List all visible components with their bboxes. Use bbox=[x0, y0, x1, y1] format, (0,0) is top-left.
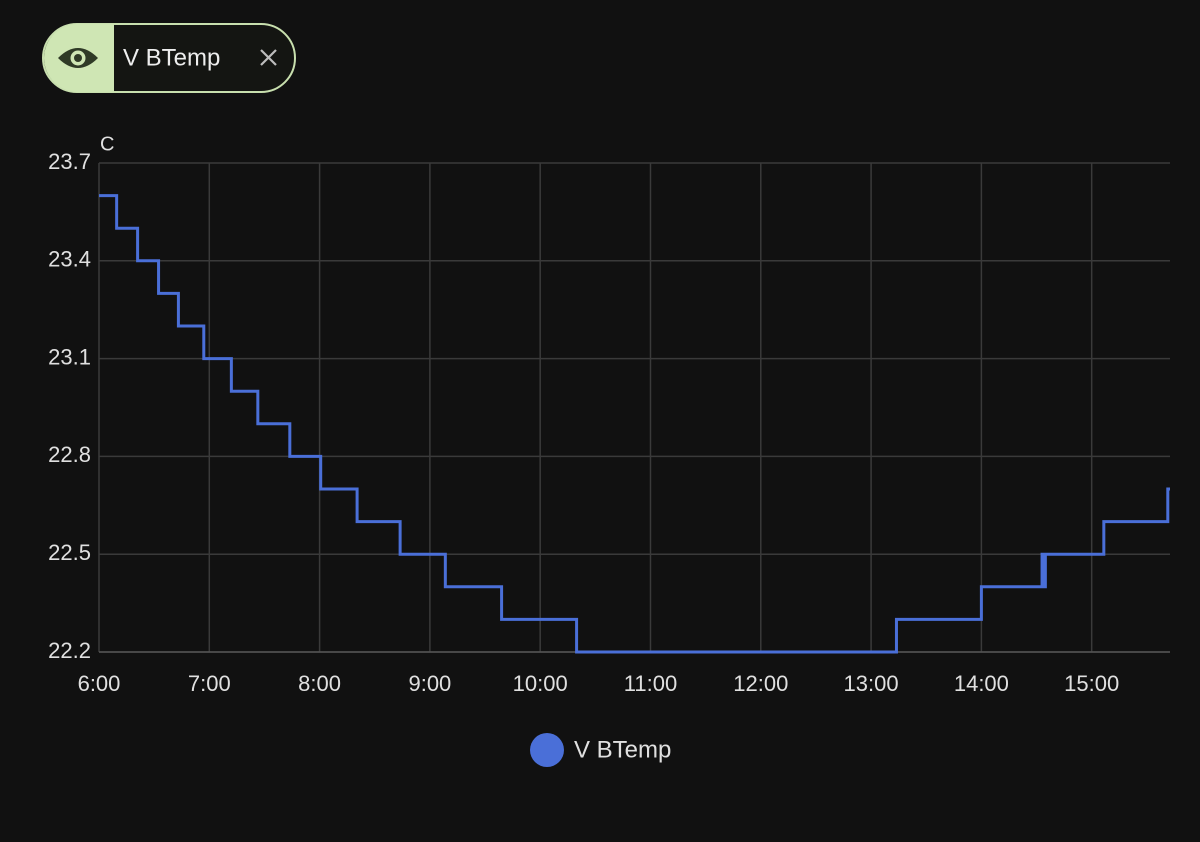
eye-pupil bbox=[74, 54, 82, 62]
eye-icon[interactable] bbox=[58, 48, 98, 68]
chip-label: V BTemp bbox=[123, 44, 220, 71]
close-icon[interactable] bbox=[260, 49, 277, 66]
close-stroke bbox=[260, 49, 277, 66]
x-tick-label: 9:00 bbox=[408, 671, 451, 696]
series-line bbox=[99, 194, 1170, 654]
x-tick-label: 14:00 bbox=[954, 671, 1009, 696]
y-tick-label: 23.7 bbox=[48, 149, 91, 174]
x-tick-label: 10:00 bbox=[513, 671, 568, 696]
y-tick-label: 22.5 bbox=[48, 540, 91, 565]
legend[interactable]: V BTemp bbox=[530, 733, 671, 767]
x-tick-label: 7:00 bbox=[188, 671, 231, 696]
x-tick-label: 11:00 bbox=[624, 671, 677, 696]
y-tick-label: 23.1 bbox=[48, 344, 91, 369]
y-axis-label: C bbox=[100, 133, 114, 155]
x-tick-label: 13:00 bbox=[844, 671, 899, 696]
y-tick-label: 22.8 bbox=[48, 442, 91, 467]
y-tick-label: 23.4 bbox=[48, 247, 91, 272]
y-tick-label: 22.2 bbox=[48, 638, 91, 663]
series-chip[interactable]: V BTemp bbox=[42, 23, 296, 93]
x-tick-label: 8:00 bbox=[298, 671, 341, 696]
plot: 22.2 22.5 22.8 23.1 23.4 23.7 6:00 7:00 8:00 9:00… bbox=[48, 149, 1170, 696]
x-tick-label: 15:00 bbox=[1064, 671, 1119, 696]
x-tick-label: 6:00 bbox=[78, 671, 121, 696]
legend-label: V BTemp bbox=[574, 736, 671, 763]
legend-swatch bbox=[530, 733, 564, 767]
x-tick-label: 12:00 bbox=[733, 671, 788, 696]
